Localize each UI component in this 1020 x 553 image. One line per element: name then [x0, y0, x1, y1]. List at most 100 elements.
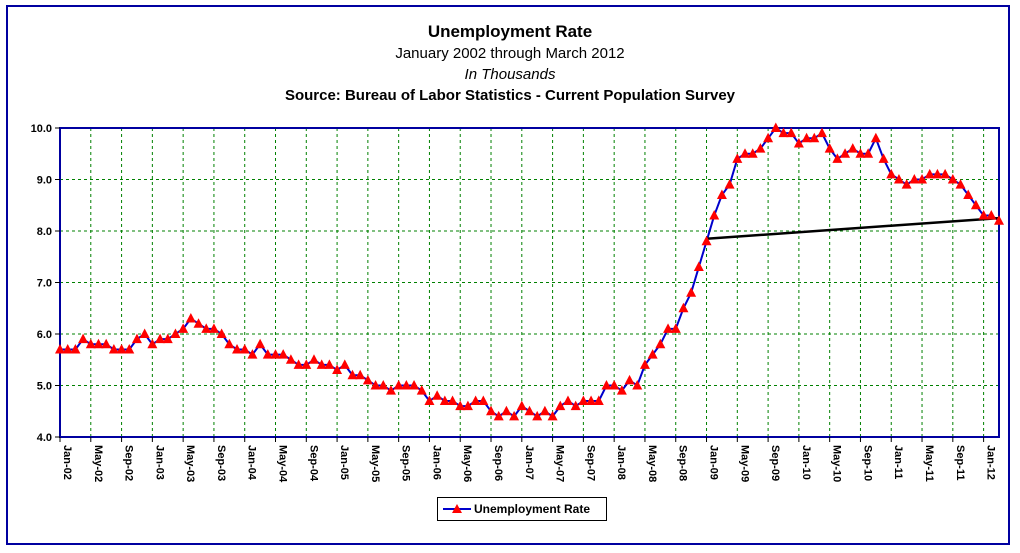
y-tick-label: 9.0 [37, 175, 52, 187]
data-point-marker [262, 349, 273, 359]
data-point-marker [285, 354, 296, 364]
data-point-marker [886, 168, 897, 179]
chart-title: Unemployment Rate [427, 22, 593, 41]
data-point-marker [955, 179, 966, 189]
x-tick-label: Sep-09 [769, 445, 781, 481]
x-tick-label: May-03 [184, 445, 196, 482]
x-tick-label: Sep-05 [400, 445, 412, 481]
data-point-marker [55, 343, 65, 354]
data-point-marker [324, 359, 335, 369]
x-tick-label: Jan-05 [338, 445, 350, 480]
data-point-marker [532, 410, 543, 421]
data-point-marker [947, 174, 958, 184]
data-point-marker [693, 261, 704, 272]
data-point-marker [493, 410, 504, 421]
data-point-marker [108, 343, 119, 354]
data-point-marker [555, 400, 566, 411]
x-tick-label: Jan-10 [800, 445, 812, 480]
trend-line [706, 216, 1000, 240]
chart-subtitle: January 2002 through March 2012 [395, 45, 625, 62]
x-tick-label: Sep-04 [307, 445, 319, 482]
data-point-marker [863, 148, 874, 158]
x-tick-label: Sep-06 [492, 445, 504, 481]
data-point-marker [178, 323, 189, 333]
data-point-marker [624, 374, 635, 385]
data-point-marker [870, 132, 881, 143]
data-point-marker [578, 395, 589, 405]
legend-symbol-icon [442, 502, 472, 516]
data-point-marker [940, 168, 951, 179]
data-point-marker [439, 395, 450, 405]
data-point-marker [763, 132, 774, 143]
data-point-marker [670, 323, 681, 333]
x-tick-label: Jan-07 [523, 445, 535, 480]
data-point-marker [355, 369, 366, 380]
data-point-marker [139, 328, 150, 338]
data-point-marker [855, 148, 866, 158]
data-point-marker [316, 359, 327, 369]
data-point-marker [339, 359, 350, 369]
data-point-marker [847, 143, 858, 153]
data-point-marker [601, 380, 612, 390]
chart-source: Source: Bureau of Labor Statistics - Cur… [284, 87, 736, 104]
data-point-marker [716, 189, 727, 199]
data-point-marker [562, 395, 573, 405]
data-point-marker [70, 343, 81, 354]
data-point-marker [232, 343, 243, 354]
data-point-marker [963, 189, 974, 199]
data-point-marker [401, 380, 412, 390]
data-point-marker [347, 369, 358, 380]
data-point-marker [840, 148, 851, 158]
data-point-marker [878, 153, 889, 163]
data-point-marker [978, 210, 989, 220]
y-tick-label: 5.0 [37, 381, 52, 393]
data-point-marker [224, 338, 235, 349]
x-tick-label: Jan-11 [892, 445, 904, 479]
data-point-marker [216, 328, 227, 338]
y-tick-label: 7.0 [37, 278, 52, 290]
data-point-marker [639, 359, 650, 369]
x-tick-label: Sep-07 [584, 445, 596, 481]
data-point-marker [62, 343, 73, 354]
data-point-marker [85, 338, 96, 349]
x-tick-label: Jan-02 [61, 445, 73, 480]
data-point-marker [647, 349, 658, 359]
data-point-marker [524, 405, 535, 416]
x-tick-label: May-04 [277, 445, 289, 483]
data-point-marker [547, 410, 558, 421]
x-tick-label: May-09 [738, 445, 750, 482]
data-point-marker [78, 333, 89, 344]
data-point-marker [832, 153, 843, 163]
data-point-marker [501, 405, 512, 416]
data-point-marker [332, 364, 343, 375]
x-tick-label: Sep-03 [215, 445, 227, 481]
data-point-marker [917, 174, 928, 184]
x-tick-label: Sep-02 [123, 445, 135, 481]
data-point-marker [632, 380, 643, 390]
data-point-marker [616, 385, 627, 395]
x-tick-label: Jan-06 [430, 445, 442, 480]
x-tick-label: May-10 [831, 445, 843, 482]
series-line-unemployment-rate [60, 126, 1000, 418]
x-tick-label: Jan-04 [246, 445, 258, 481]
data-point-marker [147, 338, 158, 349]
data-point-marker [663, 323, 674, 333]
x-tick-label: May-07 [554, 445, 566, 482]
data-point-marker [740, 148, 751, 158]
y-tick-label: 10.0 [31, 123, 52, 135]
data-point-marker [124, 343, 135, 354]
grid-lines [59, 127, 999, 438]
data-point-marker [447, 395, 458, 405]
data-point-marker [239, 343, 250, 354]
y-axis: 4.0 5.0 6.0 7.0 8.0 9.0 10.0 [31, 123, 60, 444]
data-point-marker [93, 338, 104, 349]
data-point-marker [655, 338, 666, 349]
data-point-marker [385, 385, 396, 395]
data-point-marker [924, 168, 935, 179]
series-markers [55, 122, 1004, 421]
data-point-marker [893, 174, 904, 184]
data-point-marker [301, 359, 312, 369]
data-point-marker [455, 400, 466, 411]
chart-frame [6, 5, 1010, 545]
